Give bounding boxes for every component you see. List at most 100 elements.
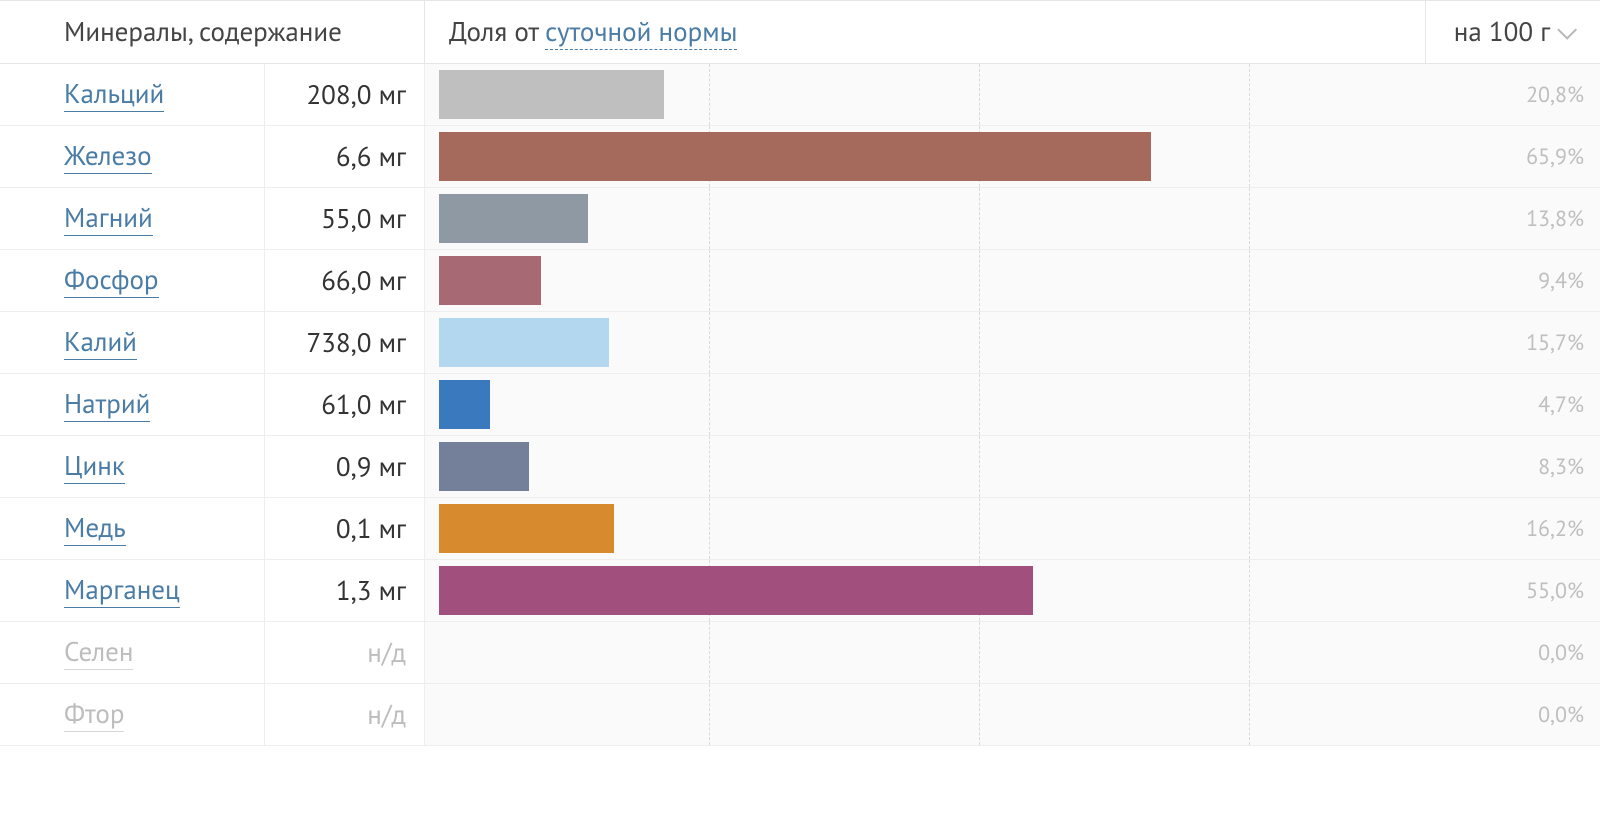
bar-track: 20,8% [425, 64, 1600, 125]
mineral-name-cell: Марганец [0, 560, 265, 621]
table-row: Кальций 208,0 мг 20,8% [0, 64, 1600, 126]
table-row: Селен н/д 0,0% [0, 622, 1600, 684]
mineral-link[interactable]: Фосфор [64, 263, 159, 298]
mineral-link[interactable]: Селен [64, 635, 133, 670]
mineral-name-cell: Железо [0, 126, 265, 187]
mineral-value-cell: 6,6 мг [265, 126, 425, 187]
table-row: Цинк 0,9 мг 8,3% [0, 436, 1600, 498]
bar [439, 380, 490, 429]
mineral-link[interactable]: Калий [64, 325, 137, 360]
mineral-value-cell: н/д [265, 684, 425, 745]
gridlines [425, 622, 1600, 683]
bar-track: 65,9% [425, 126, 1600, 187]
bar-cell: 9,4% [425, 250, 1600, 311]
gridline [1249, 436, 1250, 497]
col-header-name-text: Минералы, содержание [64, 15, 342, 49]
gridline [979, 436, 980, 497]
bar-track: 13,8% [425, 188, 1600, 249]
gridline [979, 312, 980, 373]
table-row: Магний 55,0 мг13,8% [0, 188, 1600, 250]
gridline [709, 622, 710, 683]
mineral-name-cell: Фтор [0, 684, 265, 745]
mineral-name-cell: Магний [0, 188, 265, 249]
gridline [1249, 126, 1250, 187]
mineral-name-cell: Калий [0, 312, 265, 373]
gridline [1249, 560, 1250, 621]
mineral-name-cell: Цинк [0, 436, 265, 497]
gridline [979, 374, 980, 435]
bar-track: 4,7% [425, 374, 1600, 435]
bar [439, 504, 614, 553]
mineral-link[interactable]: Медь [64, 511, 126, 546]
mineral-link[interactable]: Натрий [64, 387, 150, 422]
bar [439, 256, 541, 305]
gridline [979, 64, 980, 125]
percent-label: 8,3% [1538, 453, 1584, 481]
gridline [709, 684, 710, 745]
mineral-value-cell: 1,3 мг [265, 560, 425, 621]
bar-track: 0,0% [425, 684, 1600, 745]
mineral-link[interactable]: Фтор [64, 697, 124, 732]
mineral-name-cell: Фосфор [0, 250, 265, 311]
mineral-value-cell: 55,0 мг [265, 188, 425, 249]
gridline [1249, 498, 1250, 559]
table-row: Марганец 1,3 мг 55,0% [0, 560, 1600, 622]
mineral-name-cell: Селен [0, 622, 265, 683]
bar-cell: 65,9% [425, 126, 1600, 187]
mineral-link[interactable]: Цинк [64, 449, 125, 484]
col-header-share: Доля от суточной нормы [425, 1, 1425, 63]
mineral-value-cell: 208,0 мг [265, 64, 425, 125]
mineral-name-cell: Кальций [0, 64, 265, 125]
percent-label: 0,0% [1538, 701, 1584, 729]
bar [439, 318, 609, 367]
mineral-value-cell: 66,0 мг [265, 250, 425, 311]
bar-track: 0,0% [425, 622, 1600, 683]
bar-cell: 0,0% [425, 684, 1600, 745]
mineral-link[interactable]: Железо [64, 139, 152, 174]
table-row: Медь0,1 мг16,2% [0, 498, 1600, 560]
gridline [709, 498, 710, 559]
bar-track: 55,0% [425, 560, 1600, 621]
gridline [1249, 250, 1250, 311]
gridline [709, 312, 710, 373]
chevron-down-icon [1557, 20, 1577, 40]
col-header-name: Минералы, содержание [0, 1, 425, 63]
bar [439, 442, 529, 491]
mineral-link[interactable]: Кальций [64, 77, 164, 112]
bar [439, 194, 588, 243]
bar-track: 15,7% [425, 312, 1600, 373]
mineral-value-cell: 738,0 мг [265, 312, 425, 373]
bar-track: 9,4% [425, 250, 1600, 311]
gridline [709, 250, 710, 311]
mineral-link[interactable]: Марганец [64, 573, 180, 608]
gridline [979, 250, 980, 311]
bar-cell: 13,8% [425, 188, 1600, 249]
bar-track: 16,2% [425, 498, 1600, 559]
minerals-table: Минералы, содержание Доля от суточной но… [0, 0, 1600, 746]
percent-label: 20,8% [1526, 81, 1584, 109]
percent-label: 55,0% [1526, 577, 1584, 605]
mineral-value-cell: н/д [265, 622, 425, 683]
table-row: Железо 6,6 мг 65,9% [0, 126, 1600, 188]
unit-selector[interactable]: на 100 г [1425, 1, 1600, 63]
unit-selector-label: на 100 г [1454, 15, 1551, 49]
bar [439, 132, 1151, 181]
table-row: Фосфор 66,0 мг9,4% [0, 250, 1600, 312]
gridlines [425, 188, 1600, 249]
bar-cell: 20,8% [425, 64, 1600, 125]
percent-label: 0,0% [1538, 639, 1584, 667]
gridline [1249, 374, 1250, 435]
daily-norm-link[interactable]: суточной нормы [545, 15, 737, 50]
bar [439, 70, 664, 119]
gridline [709, 436, 710, 497]
mineral-value-cell: 0,9 мг [265, 436, 425, 497]
gridline [1249, 312, 1250, 373]
bar-cell: 4,7% [425, 374, 1600, 435]
percent-label: 65,9% [1526, 143, 1584, 171]
bar [439, 566, 1033, 615]
mineral-link[interactable]: Магний [64, 201, 153, 236]
percent-label: 16,2% [1526, 515, 1584, 543]
gridline [979, 684, 980, 745]
percent-label: 15,7% [1526, 329, 1584, 357]
bar-track: 8,3% [425, 436, 1600, 497]
